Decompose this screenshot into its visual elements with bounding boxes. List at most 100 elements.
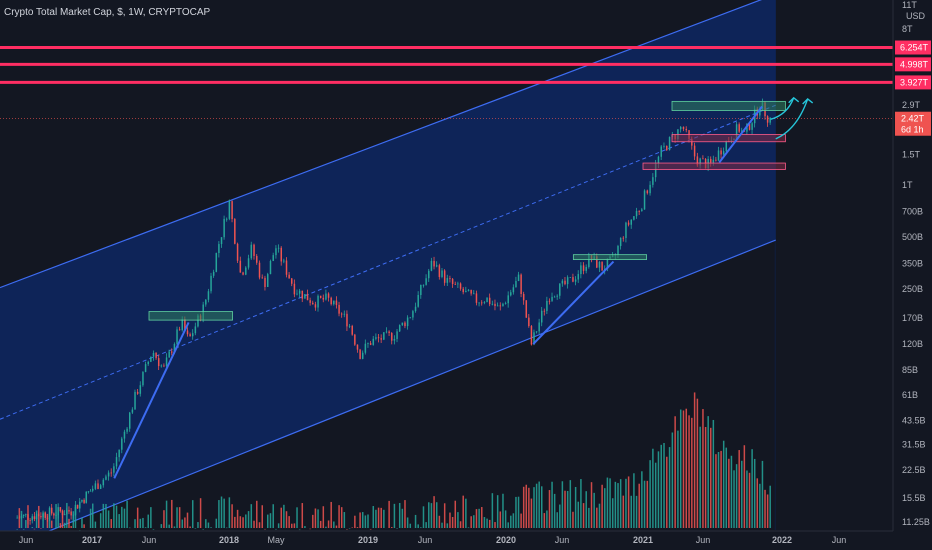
candle-body [459, 283, 462, 289]
candle-body [522, 293, 525, 301]
volume-bar [543, 513, 546, 528]
candle-body [685, 128, 688, 131]
candle-body [186, 330, 189, 335]
candle-body [430, 260, 433, 271]
volume-bar [118, 514, 120, 528]
zone-green-1[interactable] [572, 254, 647, 260]
volume-bar [346, 529, 348, 530]
candle-body [446, 278, 449, 283]
volume-bar [704, 427, 707, 528]
candle-body [285, 260, 288, 275]
volume-bar [688, 415, 690, 528]
x-tick-label: Jun [19, 535, 34, 545]
candle-body [351, 325, 353, 335]
candle-body [725, 141, 728, 152]
resistance-price-tag-0[interactable] [895, 40, 931, 55]
candle-body [438, 265, 441, 277]
volume-bar [746, 470, 748, 528]
volume-bar [741, 460, 743, 528]
candle-body [134, 391, 136, 410]
forecast-arrow-0[interactable] [770, 97, 795, 121]
candle-body [288, 274, 290, 279]
volume-bar [609, 478, 611, 528]
candle-body [643, 190, 646, 210]
x-tick-label: May [267, 535, 285, 545]
x-tick-label: Jun [555, 535, 570, 545]
volume-bar [388, 500, 390, 528]
volume-bar [759, 483, 761, 528]
trendline-1[interactable] [532, 260, 615, 345]
candle-body [25, 514, 27, 516]
last-price-tag[interactable] [895, 111, 931, 136]
candle-body [123, 431, 126, 439]
candle-body [256, 256, 258, 263]
volume-bar [264, 528, 266, 530]
volume-bar [280, 507, 283, 528]
candle-body [556, 295, 558, 297]
volume-bar [66, 502, 68, 528]
candle-body [553, 296, 556, 298]
channel-lower-line[interactable] [0, 239, 776, 550]
candle-body [354, 334, 356, 345]
volume-bar [685, 408, 688, 528]
chart-title: Crypto Total Market Cap, $, 1W, CRYPTOCA… [4, 7, 211, 18]
y-tick-label: 31.5B [902, 440, 926, 450]
volume-bar [682, 410, 685, 528]
resistance-price-tag-1[interactable] [895, 57, 931, 72]
candle-body [46, 517, 49, 519]
volume-bar [343, 512, 346, 528]
volume-bar [553, 493, 556, 528]
forecast-arrow-1[interactable] [775, 98, 809, 140]
channel-upper-line[interactable] [0, 0, 844, 289]
candle-body [272, 255, 274, 262]
volume-bar [753, 458, 756, 528]
volume-bar [228, 497, 231, 528]
volume-bar [512, 513, 515, 528]
candle-body [696, 156, 699, 166]
trendline-2[interactable] [718, 105, 763, 164]
regression-channel[interactable] [0, 0, 844, 550]
channel-edge [774, 0, 776, 530]
candle-body [766, 116, 769, 123]
candle-body [451, 278, 454, 285]
volume-bar [377, 507, 380, 528]
volume-bar [48, 518, 51, 528]
candle-body [97, 483, 99, 489]
volume-bar [335, 525, 338, 528]
volume-bar [176, 507, 178, 528]
candle-body [481, 302, 483, 304]
resistance-price-tag-2[interactable] [895, 75, 931, 90]
zone-red-3[interactable] [671, 134, 786, 143]
volume-bar [677, 430, 679, 528]
resistance-lines[interactable] [0, 46, 893, 120]
candle-body [465, 290, 467, 293]
candle-body [660, 146, 662, 157]
candle-body [92, 488, 94, 491]
forecast-arrowhead-1 [802, 98, 814, 105]
zone-green-2[interactable] [671, 100, 786, 111]
trendline-0[interactable] [113, 321, 190, 479]
trendlines[interactable] [113, 105, 763, 479]
support-resistance-zones[interactable] [148, 100, 786, 321]
zone-green-0[interactable] [148, 311, 233, 321]
volume-bar [194, 528, 197, 529]
candle-body [50, 507, 53, 514]
volume-bar [173, 526, 176, 528]
candle-body [525, 300, 528, 318]
time-axis[interactable]: Jun 2017 Jun 2018 May 2019 Jun 2020 Jun 2021 Jun 20… [0, 530, 932, 550]
y-tick-label: 22.5B [902, 465, 926, 475]
volume-bar [730, 455, 733, 528]
volume-bar [123, 508, 126, 528]
y-tick-label: 170B [902, 313, 923, 323]
candle-body [72, 514, 75, 516]
zone-red-4[interactable] [642, 162, 786, 170]
candle-body [551, 296, 553, 301]
volume-bar [483, 517, 486, 528]
candle-body [588, 254, 590, 267]
volume-bar [654, 462, 657, 528]
forecast-arrows[interactable] [770, 96, 814, 140]
candle-body [388, 331, 390, 333]
currency-label[interactable]: USD [906, 11, 926, 21]
